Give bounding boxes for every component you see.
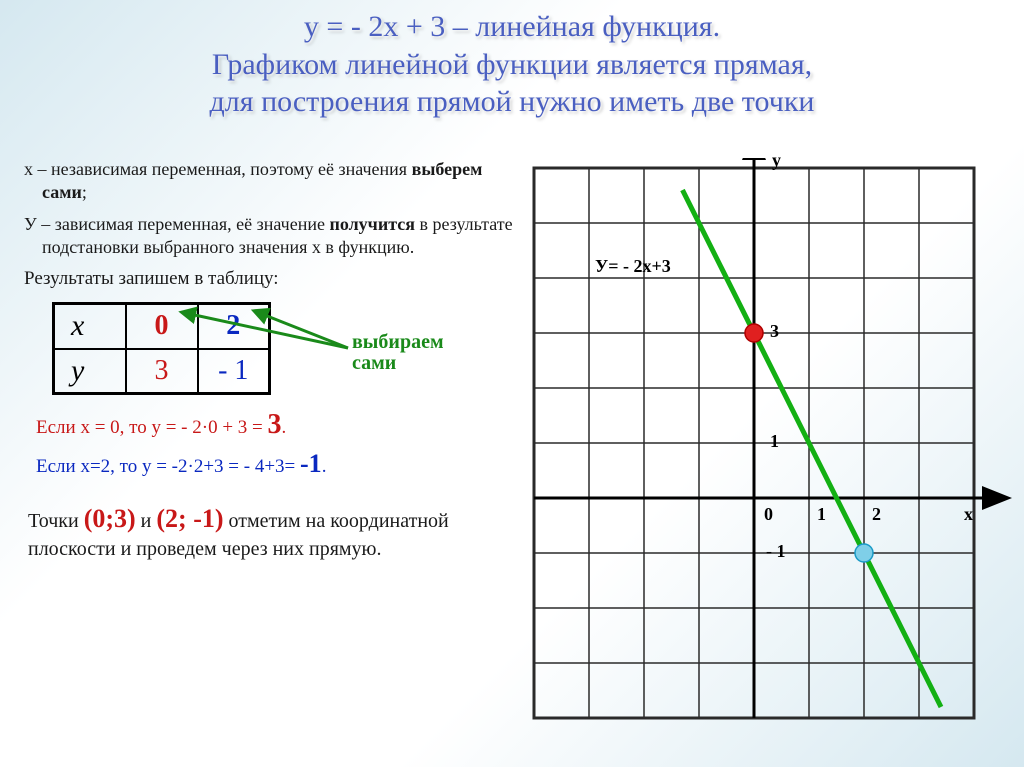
x-axis-label: х: [964, 504, 973, 525]
equation-label: У= - 2х+3: [595, 256, 671, 277]
results-subtitle: Результаты запишем в таблицу:: [24, 268, 524, 290]
tick-y3: 3: [770, 321, 779, 342]
value-table: х 0 2 у 3 - 1: [52, 302, 271, 395]
slide-title: у = - 2х + 3 – линейная функция. Графико…: [0, 0, 1024, 127]
choose-annotation: выбираем сами: [352, 332, 444, 374]
y-axis-label: у: [772, 150, 781, 171]
value-table-wrap: х 0 2 у 3 - 1 выбираем сами: [52, 302, 524, 395]
calc-x0: Если х = 0, то у = - 2·0 + 3 = 3.: [36, 409, 524, 441]
y-header: у: [54, 349, 126, 394]
origin-label: 0: [764, 504, 773, 525]
table-row: х 0 2: [54, 304, 270, 349]
left-content: х – независимая переменная, поэтому её з…: [24, 158, 524, 563]
tick-yminus1: - 1: [766, 541, 786, 562]
paragraph-y: У – зависимая переменная, её значение по…: [24, 213, 524, 258]
tick-y1: 1: [770, 431, 779, 452]
x-val-1: 2: [198, 304, 270, 349]
coordinate-graph: У= - 2х+3 у х 0 1 2 1 3 - 1: [524, 158, 1014, 738]
graph-svg: [524, 158, 1014, 748]
tick-x1: 1: [817, 504, 826, 525]
conclusion: Точки (0;3) и (2; -1) отметим на координ…: [28, 501, 524, 563]
title-line2: Графиком линейной функции является пряма…: [212, 48, 812, 81]
x-header: х: [54, 304, 126, 349]
paragraph-x: х – независимая переменная, поэтому её з…: [24, 158, 524, 203]
y-val-0: 3: [126, 349, 198, 394]
x-val-0: 0: [126, 304, 198, 349]
calc-x2: Если х=2, то у = -2·2+3 = - 4+3= -1.: [36, 449, 524, 479]
title-line1: у = - 2х + 3 – линейная функция.: [304, 10, 720, 43]
tick-x2: 2: [872, 504, 881, 525]
title-line3: для построения прямой нужно иметь две то…: [210, 85, 815, 118]
table-row: у 3 - 1: [54, 349, 270, 394]
y-val-1: - 1: [198, 349, 270, 394]
